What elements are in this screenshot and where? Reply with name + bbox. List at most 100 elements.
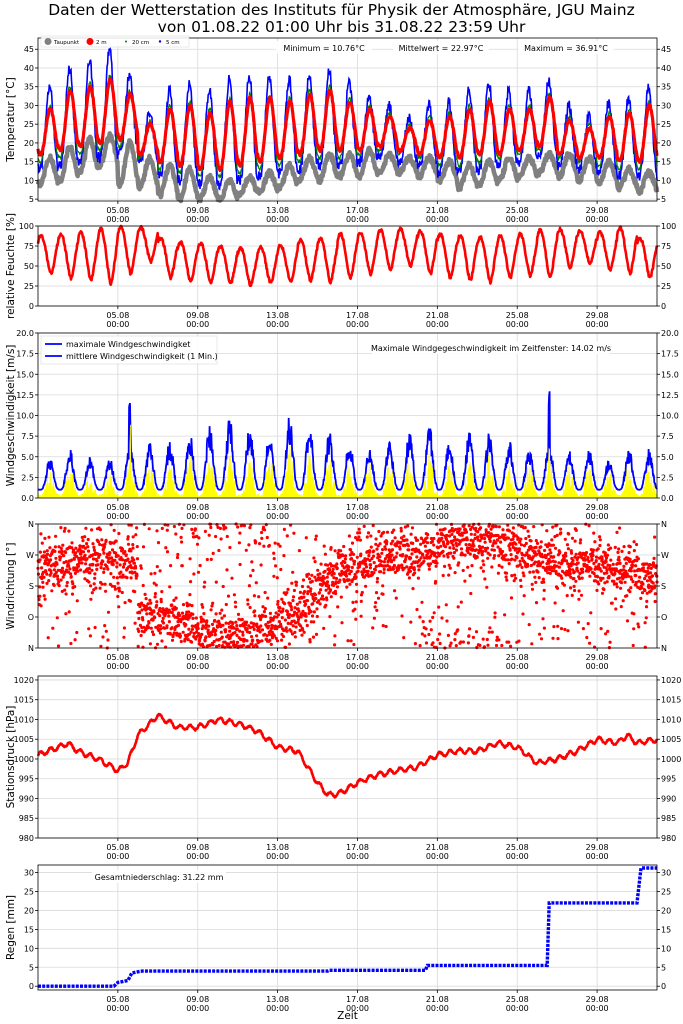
winddir-xtick-label-date-2: 13.08: [266, 653, 289, 662]
humidity-xtick-label-time-4: 00:00: [426, 320, 449, 329]
rain-xtick-label-time-6: 00:00: [586, 1004, 609, 1013]
temperature-ytick-label-left-7: 40: [24, 64, 34, 73]
wind-xtick-label-time-0: 00:00: [106, 512, 129, 521]
winddir-xtick-label-time-1: 00:00: [186, 662, 209, 671]
wind-legend: maximale Windgeschwindigket mittlere Wind…: [40, 335, 218, 365]
rain-xtick-label-time-4: 00:00: [426, 1004, 449, 1013]
pressure-plot-area: [38, 676, 657, 838]
wind-series-mean: [37, 424, 658, 500]
temperature-xtick-label-time-3: 00:00: [346, 215, 369, 224]
temperature-legend-marker-3: [158, 40, 162, 43]
wind-ytick-label-left-2: 5.0: [21, 453, 34, 462]
wind-ytick-label-right-7: 17.5: [661, 350, 679, 359]
rain-xtick-label-time-5: 00:00: [506, 1004, 529, 1013]
temperature-xtick-label-date-1: 09.08: [186, 206, 209, 215]
rain-ytick-label-left-3: 15: [24, 925, 34, 934]
winddir-xtick-label-time-6: 00:00: [586, 662, 609, 671]
temperature-annotation-1: Mittelwert = 22.97°C: [399, 44, 484, 53]
wind-ytick-label-left-6: 15.0: [16, 370, 34, 379]
panel-pressure: 980 980 985 985 990 990 995 995 1000 1000 1005 1005…: [5, 675, 681, 861]
pressure-ytick-label-right-2: 990: [661, 794, 676, 803]
temperature-xtick-label-date-4: 21.08: [426, 206, 449, 215]
pressure-ytick-label-right-5: 1005: [661, 735, 681, 744]
pressure-ytick-label-right-1: 985: [661, 814, 676, 823]
wind-ytick-label-left-3: 7.5: [21, 432, 34, 441]
rain-ytick-label-left-6: 30: [24, 869, 34, 878]
figure-title: Daten der Wetterstation des Instituts fü…: [0, 2, 683, 36]
title-line-1: Daten der Wetterstation des Instituts fü…: [48, 1, 635, 19]
temperature-ytick-label-left-4: 25: [24, 120, 34, 129]
wind-xtick-label-time-4: 00:00: [426, 512, 449, 521]
temperature-xtick-label-time-0: 00:00: [106, 215, 129, 224]
pressure-xtick-label-date-0: 05.08: [106, 843, 129, 852]
rain-xtick-label-time-2: 00:00: [266, 1004, 289, 1013]
humidity-ytick-label-right-2: 50: [661, 262, 671, 271]
wind-ytick-label-right-0: 0.0: [661, 494, 674, 503]
wind-xtick-label-date-6: 29.08: [586, 503, 609, 512]
winddir-xtick-label-time-4: 00:00: [426, 662, 449, 671]
temperature-ytick-label-right-7: 40: [661, 64, 671, 73]
temperature-ytick-label-left-3: 20: [24, 139, 34, 148]
pressure-xtick-label-time-1: 00:00: [186, 852, 209, 861]
temperature-legend-box: [40, 35, 190, 48]
wind-ytick-label-right-2: 5.0: [661, 453, 674, 462]
humidity-xtick-label-date-2: 13.08: [266, 311, 289, 320]
temperature-series-dewpoint: [35, 131, 660, 204]
pressure-ytick-label-left-8: 1020: [14, 676, 34, 685]
wind-ytick-label-right-3: 7.5: [661, 432, 674, 441]
wind-ytick-label-right-8: 20.0: [661, 329, 679, 338]
humidity-xtick-label-date-3: 17.08: [346, 311, 369, 320]
temperature-annotation-0: Minimum = 10.76°C: [283, 44, 365, 53]
pressure-ytick-label-right-0: 980: [661, 834, 676, 843]
wind-legend-box: [40, 335, 218, 365]
humidity-xtick-label-time-5: 00:00: [506, 320, 529, 329]
temperature-legend-marker-2: [125, 40, 127, 43]
humidity-ylabel: relative Feuchte [%]: [5, 213, 17, 319]
pressure-ytick-label-left-3: 995: [19, 775, 34, 784]
wind-ylabel: Windgeschwindigkeit [m/s]: [5, 345, 17, 487]
temperature-ytick-label-right-2: 15: [661, 158, 671, 167]
temperature-ytick-label-left-1: 10: [24, 176, 34, 185]
humidity-xtick-label-time-6: 00:00: [586, 320, 609, 329]
temperature-ytick-label-right-6: 35: [661, 83, 671, 92]
temperature-ytick-label-left-0: 5: [29, 195, 34, 204]
rain-series: [38, 866, 657, 988]
winddir-xtick-label-time-2: 00:00: [266, 662, 289, 671]
temperature-ytick-label-left-6: 35: [24, 83, 34, 92]
pressure-xtick-label-time-4: 00:00: [426, 852, 449, 861]
winddir-ytick-label-right-0: N: [661, 644, 667, 653]
pressure-ytick-label-right-6: 1010: [661, 715, 681, 724]
winddir-ytick-label-left-1: O: [28, 613, 34, 622]
wind-xtick-label-date-3: 17.08: [346, 503, 369, 512]
winddir-xtick-label-date-6: 29.08: [586, 653, 609, 662]
temperature-xtick-label-date-6: 29.08: [586, 206, 609, 215]
wind-xtick-label-date-4: 21.08: [426, 503, 449, 512]
winddir-xtick-label-time-0: 00:00: [106, 662, 129, 671]
rain-ytick-label-right-3: 15: [661, 925, 671, 934]
rain-annotation-bg: [92, 870, 226, 883]
pressure-xtick-label-date-6: 29.08: [586, 843, 609, 852]
temperature-xtick-label-date-5: 25.08: [506, 206, 529, 215]
rain-ylabel: Regen [mm]: [5, 895, 17, 960]
humidity-ytick-label-right-4: 100: [661, 222, 676, 231]
temperature-ytick-label-right-4: 25: [661, 120, 671, 129]
winddir-xtick-label-time-5: 00:00: [506, 662, 529, 671]
rain-xtick-label-date-1: 09.08: [186, 995, 209, 1004]
pressure-ylabel: Stationsdruck [hPa]: [5, 706, 17, 809]
winddir-ylabel: Windrichtung [°]: [5, 543, 17, 630]
winddir-ytick-label-right-1: O: [661, 613, 667, 622]
pressure-ytick-label-left-0: 980: [19, 834, 34, 843]
temperature-legend-label-3: 5 cm: [166, 40, 180, 46]
winddir-ytick-label-left-3: W: [26, 551, 34, 560]
humidity-ytick-label-left-0: 0: [29, 302, 34, 311]
humidity-ytick-label-left-4: 100: [19, 222, 34, 231]
pressure-xtick-label-time-3: 00:00: [346, 852, 369, 861]
humidity-xtick-label-date-0: 05.08: [106, 311, 129, 320]
wind-xtick-label-date-1: 09.08: [186, 503, 209, 512]
wind-xtick-label-time-3: 00:00: [346, 512, 369, 521]
rain-xtick-label-date-5: 25.08: [506, 995, 529, 1004]
winddir-ytick-label-left-4: N: [28, 520, 34, 529]
rain-annotation: Gesamtniederschlag: 31.22 mm: [95, 873, 224, 882]
